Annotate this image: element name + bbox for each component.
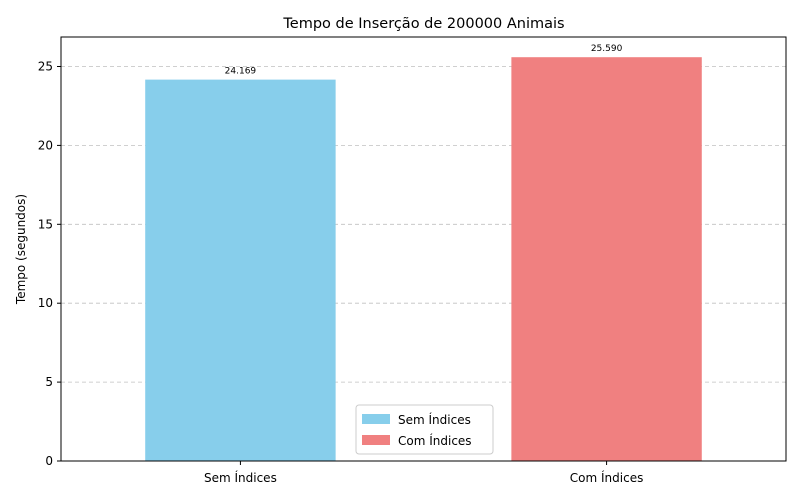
bar-2 [511, 57, 702, 461]
y-tick-label: 20 [38, 138, 53, 152]
legend-swatch [362, 414, 390, 424]
chart-title: Tempo de Inserção de 200000 Animais [282, 16, 564, 32]
x-axis-ticks: Sem Índices Com Índices [204, 461, 643, 485]
legend-entry: Sem Índices [398, 412, 471, 427]
legend-swatch [362, 435, 390, 445]
y-tick-label: 15 [38, 217, 53, 231]
x-tick-label: Sem Índices [204, 470, 277, 485]
y-tick-label: 25 [38, 60, 53, 74]
legend-entry: Com Índices [398, 433, 472, 448]
legend: Sem Índices Com Índices [355, 404, 494, 455]
legend-box [355, 404, 494, 455]
y-tick-label: 5 [45, 375, 53, 389]
x-tick-label: Com Índices [570, 470, 644, 485]
y-axis-label: Tempo (segundos) [14, 194, 28, 305]
data-label: 25.590 [591, 44, 623, 54]
y-tick-label: 0 [45, 454, 53, 468]
data-labels: 24.169 25.590 [225, 44, 623, 76]
y-axis-ticks: 0 5 10 15 20 25 [38, 60, 61, 468]
y-tick-label: 10 [38, 296, 53, 310]
bar-1 [145, 79, 336, 462]
bars [145, 57, 702, 462]
data-label: 24.169 [225, 67, 257, 77]
plot-frame [60, 36, 787, 462]
